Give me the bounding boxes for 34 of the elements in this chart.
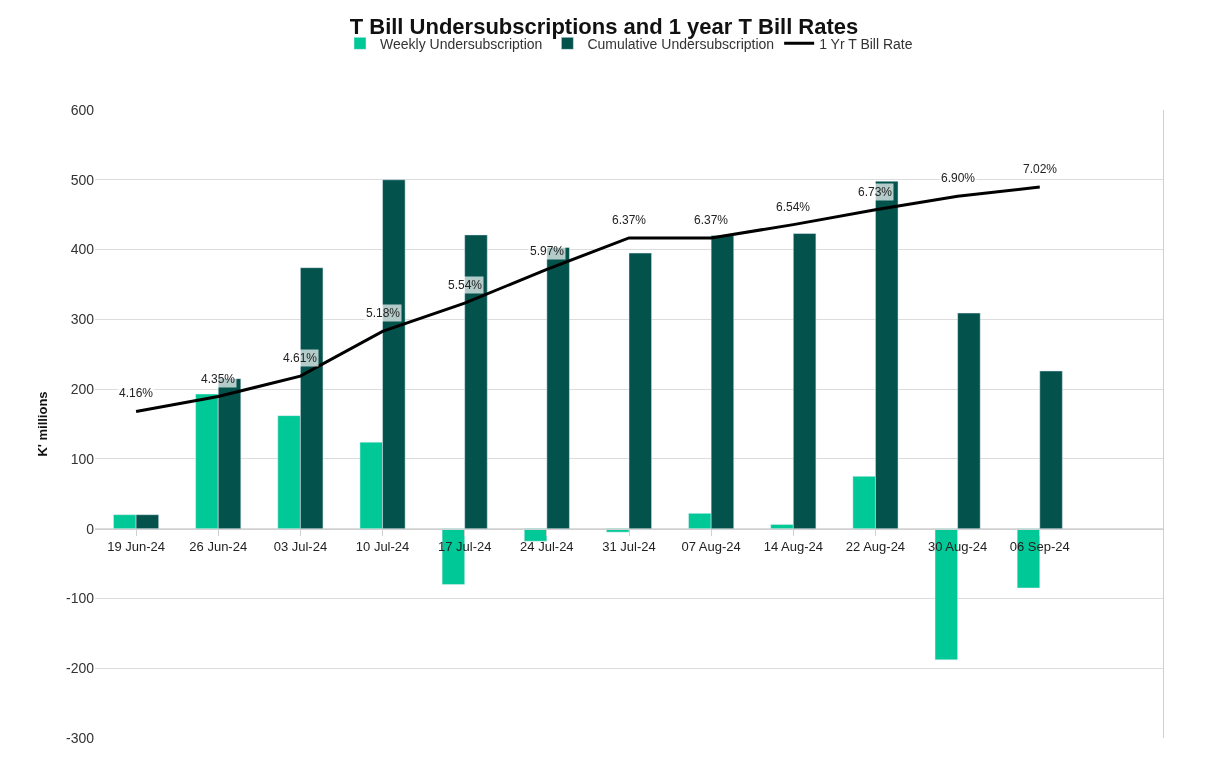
y-tick-label: 100 [70, 450, 95, 467]
y-tick-label: 600 [70, 101, 95, 118]
legend-label: 1 Yr T Bill Rate [819, 35, 913, 52]
data-label: 6.73% [858, 185, 893, 199]
x-tick-label: 22 Aug-24 [845, 539, 906, 555]
data-label: 6.54% [776, 200, 811, 214]
legend-label: Weekly Undersubscription [380, 35, 543, 52]
x-tick-label: 10 Jul-24 [355, 539, 410, 555]
data-label: 6.90% [941, 171, 976, 185]
data-label: 4.61% [283, 351, 318, 365]
y-tick-label: -200 [65, 660, 95, 677]
data-label: 5.97% [530, 244, 565, 258]
x-tick-label: 07 Aug-24 [681, 539, 741, 555]
data-label: 5.54% [448, 278, 483, 292]
y-tick-label: 400 [70, 241, 95, 258]
data-label: 6.37% [694, 213, 729, 227]
y-tick-label: 300 [70, 311, 95, 328]
data-label: 5.18% [366, 306, 401, 320]
x-tick-label: 26 Jun-24 [189, 539, 248, 555]
x-tick-label: 19 Jun-24 [107, 539, 165, 555]
data-label: 6.37% [612, 213, 647, 227]
x-tick-label: 14 Aug-24 [763, 539, 823, 555]
y-tick-label: 200 [70, 381, 95, 398]
y-tick-label: -300 [65, 729, 95, 746]
y-tick-label: -100 [65, 590, 95, 607]
data-label: 4.35% [201, 372, 236, 386]
x-tick-label: 31 Jul-24 [602, 539, 656, 555]
x-tick-label: 03 Jul-24 [273, 539, 328, 555]
data-label: 7.02% [1023, 162, 1058, 176]
y-axis-title: K' millions [34, 391, 50, 457]
y-tick-label: 0 [86, 520, 95, 537]
y-tick-label: 500 [70, 171, 95, 188]
data-label: 4.16% [119, 386, 154, 400]
x-tick-label: 24 Jul-24 [520, 539, 574, 555]
